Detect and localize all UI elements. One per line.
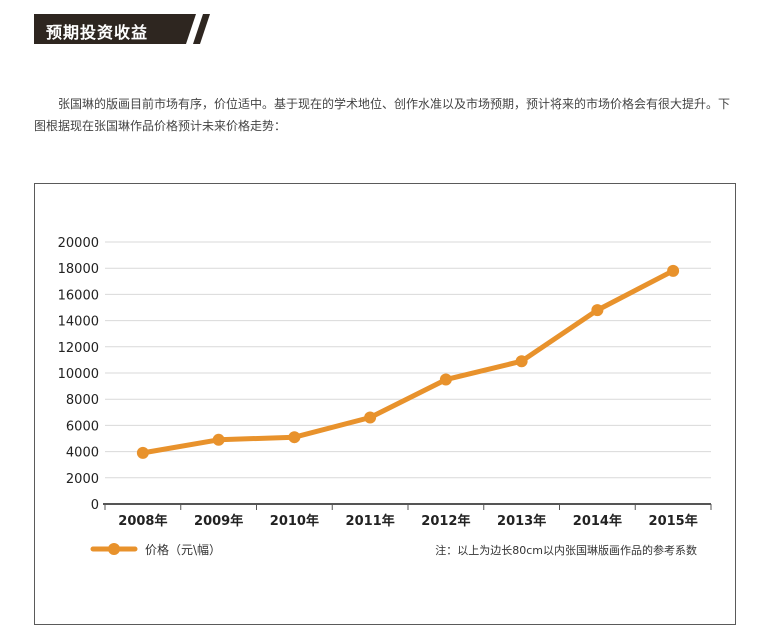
y-tick-label: 18000 (58, 262, 99, 277)
x-tick-label: 2008年 (118, 513, 167, 529)
x-tick-label: 2015年 (649, 513, 698, 529)
section-title: 预期投资收益 (46, 23, 149, 42)
y-tick-label: 4000 (66, 446, 99, 461)
data-point (212, 433, 225, 446)
chart-frame: 0 2000 4000 6000 8000 10000 12000 14000 16000 180… (34, 183, 736, 625)
data-point (667, 264, 680, 277)
y-tick-label: 10000 (58, 367, 99, 382)
data-point (515, 355, 528, 368)
y-tick-label: 2000 (66, 472, 99, 487)
data-point (439, 373, 452, 386)
data-point (364, 411, 377, 424)
data-point (136, 446, 149, 459)
y-tick-label: 6000 (66, 419, 99, 434)
intro-paragraph: 张国琳的版画目前市场有序，价位适中。基于现在的学术地位、创作水准以及市场预期，预… (34, 97, 731, 133)
x-tick-label: 2013年 (497, 513, 546, 529)
x-tick-label: 2010年 (270, 513, 319, 529)
x-tick-label: 2012年 (421, 513, 470, 529)
x-tick-label: 2014年 (573, 513, 622, 529)
chart-note: 注：以上为边长80cm以内张国琳版画作品的参考系数 (435, 543, 697, 557)
data-point (288, 431, 301, 444)
y-tick-label: 12000 (58, 341, 99, 356)
banner-shape (34, 14, 210, 44)
x-tick-label: 2009年 (194, 513, 243, 529)
legend-swatch-marker (108, 543, 120, 555)
y-tick-label: 14000 (58, 315, 99, 330)
y-tick-label: 8000 (66, 393, 99, 408)
y-tick-label: 16000 (58, 288, 99, 303)
y-tick-label: 20000 (58, 236, 99, 251)
data-point (591, 304, 604, 317)
price-trend-chart: 0 2000 4000 6000 8000 10000 12000 14000 16000 180… (58, 236, 712, 557)
section-title-banner: 预期投资收益 (34, 14, 219, 44)
legend-label: 价格（元\幅） (145, 542, 221, 557)
series-line (140, 268, 676, 456)
x-tick-label: 2011年 (346, 513, 395, 529)
y-tick-label: 0 (91, 498, 99, 513)
